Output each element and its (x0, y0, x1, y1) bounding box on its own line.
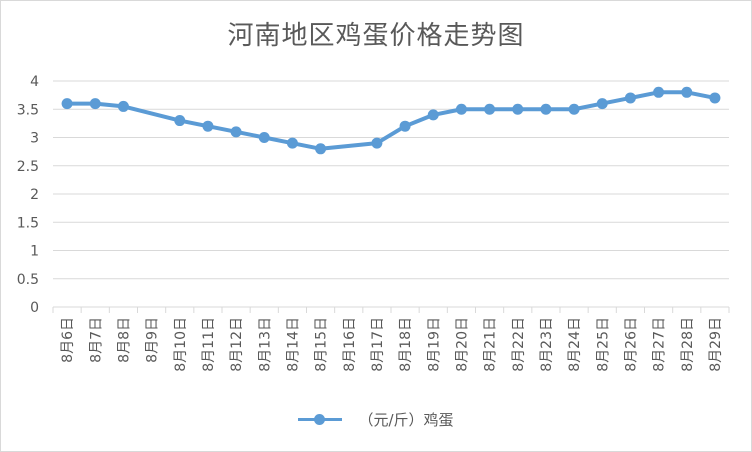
x-tick-label: 8月23日 (539, 317, 555, 372)
x-tick-label: 8月10日 (173, 317, 189, 372)
x-tick-label: 8月25日 (595, 317, 611, 372)
y-tick-label: 0.5 (17, 272, 39, 288)
y-tick-label: 1.5 (17, 215, 39, 231)
x-tick-label: 8月13日 (257, 317, 273, 372)
data-point (624, 92, 636, 104)
x-tick-label: 8月6日 (60, 317, 76, 363)
x-tick-label: 8月22日 (511, 317, 527, 372)
x-tick-label: 8月15日 (314, 317, 330, 372)
x-tick-label: 8月16日 (342, 317, 358, 372)
x-tick-label: 8月20日 (454, 317, 470, 372)
series-line (65, 90, 717, 151)
x-tick-label: 8月27日 (652, 317, 668, 372)
y-tick-label: 2 (30, 187, 39, 203)
x-tick-label: 8月18日 (398, 317, 414, 372)
data-point (484, 103, 496, 115)
chart-title: 河南地区鸡蛋价格走势图 (227, 21, 525, 51)
data-point (596, 98, 608, 110)
x-tick-label: 8月17日 (370, 317, 386, 372)
y-tick-label: 0 (30, 300, 39, 316)
y-tick-label: 3.5 (17, 102, 39, 118)
y-tick-label: 2.5 (17, 159, 39, 175)
x-tick-label: 8月29日 (708, 317, 724, 372)
data-point (399, 120, 411, 132)
legend-label: （元/斤）鸡蛋 (358, 411, 454, 429)
data-point (174, 115, 186, 127)
data-point (709, 92, 721, 104)
data-point (653, 86, 665, 98)
data-point (258, 132, 270, 143)
x-tick-label: 8月26日 (623, 317, 639, 372)
y-tick-label: 4 (30, 74, 39, 90)
data-point (540, 103, 552, 115)
data-point (315, 143, 327, 155)
x-tick-label: 8月19日 (426, 317, 442, 372)
x-tick-label: 8月12日 (229, 317, 245, 372)
x-tick-label: 8月21日 (483, 317, 499, 372)
data-point (371, 137, 383, 149)
data-point (61, 98, 73, 110)
data-point (681, 86, 693, 98)
data-point (427, 109, 439, 121)
x-tick-label: 8月11日 (201, 317, 217, 372)
x-tick-label: 8月24日 (567, 317, 583, 372)
data-point (117, 100, 129, 112)
data-point (455, 103, 467, 115)
y-tick-label: 1 (30, 244, 39, 260)
data-point (89, 98, 101, 110)
x-tick-label: 8月14日 (285, 317, 301, 372)
y-tick-label: 3 (30, 131, 39, 147)
x-tick-label: 8月28日 (680, 317, 696, 372)
data-point (512, 103, 524, 115)
legend: （元/斤）鸡蛋 (1, 409, 751, 430)
legend-swatch (298, 413, 343, 426)
data-point (202, 120, 214, 132)
x-tick-label: 8月9日 (145, 317, 161, 363)
data-point (568, 103, 580, 115)
x-tick-label: 8月7日 (88, 317, 104, 363)
data-point (230, 126, 242, 138)
data-point (286, 137, 298, 149)
x-tick-label: 8月8日 (116, 317, 132, 363)
